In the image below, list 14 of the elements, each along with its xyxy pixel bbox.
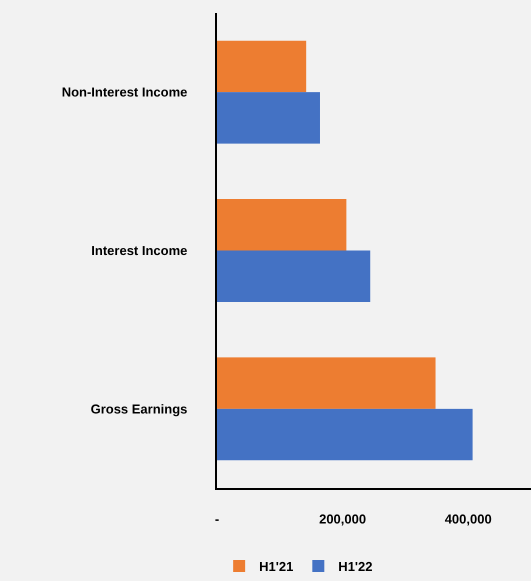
x-tick-label: 400,000: [444, 511, 492, 526]
bar: [217, 250, 370, 302]
bar: [217, 357, 436, 409]
bar: [217, 92, 320, 144]
bar: [217, 408, 473, 460]
bar: [217, 40, 306, 92]
x-tick-label: 200,000: [319, 511, 366, 526]
legend-label: H1'22: [338, 559, 372, 574]
y-tick-label: Gross Earnings: [90, 401, 188, 416]
y-tick-label: Interest Income: [91, 243, 188, 258]
legend-label: H1'21: [259, 559, 294, 574]
y-tick-label: Non-Interest Income: [62, 84, 188, 100]
bar: [217, 199, 346, 250]
x-tick-label: -: [214, 511, 220, 526]
